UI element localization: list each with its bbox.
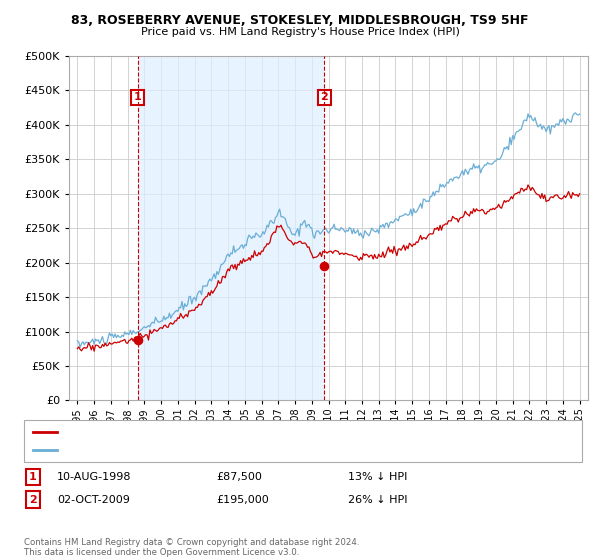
Text: 83, ROSEBERRY AVENUE, STOKESLEY, MIDDLESBROUGH, TS9 5HF (detached house): 83, ROSEBERRY AVENUE, STOKESLEY, MIDDLES… xyxy=(60,427,472,437)
Point xyxy=(133,335,142,344)
Text: 1: 1 xyxy=(29,472,37,482)
Text: 10-AUG-1998: 10-AUG-1998 xyxy=(57,472,131,482)
Text: 83, ROSEBERRY AVENUE, STOKESLEY, MIDDLESBROUGH, TS9 5HF: 83, ROSEBERRY AVENUE, STOKESLEY, MIDDLES… xyxy=(71,14,529,27)
Text: £87,500: £87,500 xyxy=(216,472,262,482)
Text: 02-OCT-2009: 02-OCT-2009 xyxy=(57,494,130,505)
Bar xyxy=(137,56,325,400)
Text: Price paid vs. HM Land Registry's House Price Index (HPI): Price paid vs. HM Land Registry's House … xyxy=(140,27,460,37)
Text: HPI: Average price, detached house, North Yorkshire: HPI: Average price, detached house, Nort… xyxy=(60,445,316,455)
Text: 26% ↓ HPI: 26% ↓ HPI xyxy=(348,494,407,505)
Text: 1: 1 xyxy=(134,92,142,102)
Point xyxy=(320,262,329,270)
Text: £195,000: £195,000 xyxy=(216,494,269,505)
Text: 2: 2 xyxy=(320,92,328,102)
Text: Contains HM Land Registry data © Crown copyright and database right 2024.
This d: Contains HM Land Registry data © Crown c… xyxy=(24,538,359,557)
Text: 2: 2 xyxy=(29,494,37,505)
Text: 13% ↓ HPI: 13% ↓ HPI xyxy=(348,472,407,482)
